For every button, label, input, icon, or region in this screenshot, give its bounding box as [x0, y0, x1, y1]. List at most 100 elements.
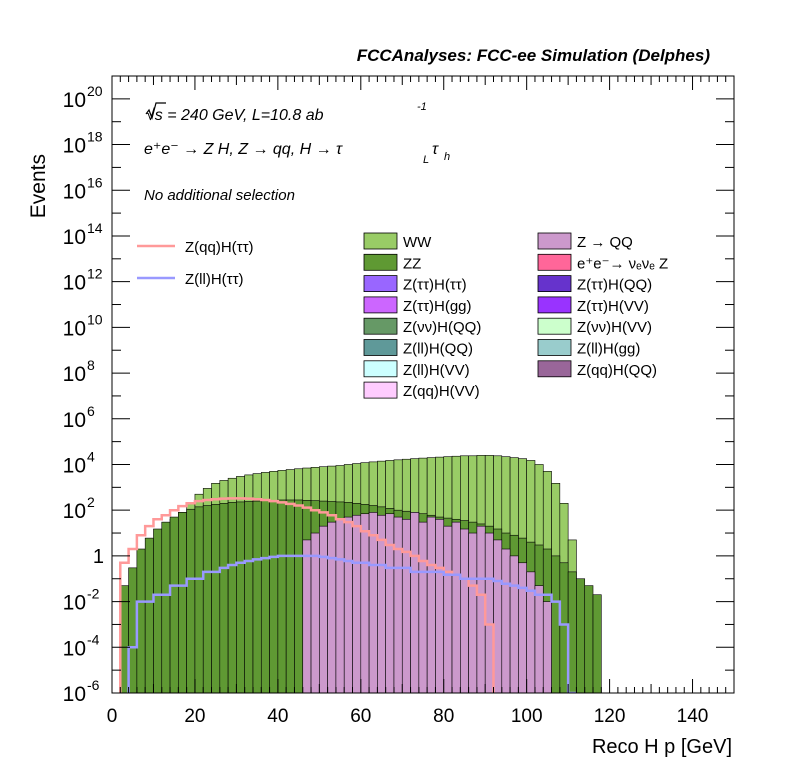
svg-text:e⁺e⁻→ νₑνₑ Z: e⁺e⁻→ νₑνₑ Z [577, 255, 668, 272]
svg-text:10: 10 [63, 180, 86, 203]
bar [360, 513, 370, 693]
svg-text:Z(ll)H(QQ): Z(ll)H(QQ) [403, 341, 473, 358]
legend-entry: Z(νν)H(QQ) [363, 317, 481, 336]
svg-text:10: 10 [63, 592, 86, 615]
svg-text:Z(ll)H(VV): Z(ll)H(VV) [403, 362, 470, 379]
bar [244, 501, 254, 693]
y-tick-label: 10 16 [63, 174, 103, 203]
bar [327, 521, 337, 693]
x-tick-label: 40 [267, 706, 288, 727]
lumi-exponent: -1 [417, 101, 427, 113]
bar [194, 506, 204, 693]
y-tick-label: 1 [93, 546, 104, 568]
svg-text:10: 10 [63, 226, 86, 249]
svg-text:WW: WW [403, 234, 432, 251]
bar [509, 555, 519, 693]
plot-frame [111, 75, 735, 694]
signal-legend: Z(qq)H(ττ) Z(ll)H(ττ) [137, 239, 254, 288]
legend-entry: Z(ττ)H(gg) [363, 296, 472, 315]
legend-entry: Z(ττ)H(QQ) [537, 275, 652, 294]
legend-entry: Z(ll)H(VV) [363, 360, 470, 379]
bar [501, 548, 511, 693]
svg-text:Z(qq)H(ττ): Z(qq)H(ττ) [185, 239, 254, 256]
bar [335, 518, 345, 693]
svg-text:10: 10 [63, 317, 86, 340]
bar [302, 539, 312, 693]
bar [294, 499, 304, 693]
legend-entry: Z(qq)H(QQ) [537, 360, 657, 379]
bar [534, 585, 544, 693]
bar [393, 516, 403, 693]
legend-entry: Z(νν)H(VV) [537, 317, 652, 336]
bar [418, 521, 428, 693]
svg-text:-6: -6 [87, 677, 100, 693]
svg-text:10: 10 [87, 311, 103, 327]
svg-text:2: 2 [87, 494, 95, 510]
svg-text:10: 10 [63, 272, 86, 295]
bar [592, 594, 602, 693]
legend-entry: ZZ [363, 253, 421, 272]
svg-text:Z → QQ: Z → QQ [577, 234, 633, 251]
bar [460, 528, 469, 693]
svg-text:8: 8 [87, 357, 95, 373]
y-tick-label: 10 20 [63, 83, 103, 112]
y-tick-label: 10 14 [63, 220, 103, 249]
svg-text:6: 6 [87, 403, 95, 419]
svg-text:Z(ττ)H(QQ): Z(ττ)H(QQ) [577, 277, 652, 294]
svg-text:1: 1 [93, 546, 104, 568]
x-tick-label: 0 [107, 706, 118, 727]
background-legend: WW ZZ Z(ττ)H(ττ) Z(ττ)H(gg) Z(νν)H(QQ) Z(ll)H… [363, 232, 668, 400]
bar [236, 501, 245, 693]
y-tick-label: 10 8 [63, 357, 95, 386]
svg-text:10: 10 [63, 454, 86, 477]
process-sub-h: h [444, 151, 450, 163]
x-axis: 0 20 40 60 80 100 120 140 [107, 76, 735, 727]
bar [169, 516, 179, 693]
legend-entry: Z(qq)H(VV) [363, 381, 480, 400]
y-tick-label: 10 2 [63, 494, 95, 523]
sqrt-icon [145, 102, 166, 120]
legend-entry: WW [363, 232, 432, 251]
svg-text:Z(νν)H(VV): Z(νν)H(VV) [577, 319, 652, 336]
bar [178, 512, 187, 693]
svg-text:18: 18 [87, 129, 103, 145]
y-tick-label: 10 18 [63, 129, 103, 158]
x-tick-label: 120 [594, 706, 626, 727]
svg-text:10: 10 [63, 89, 86, 112]
bar [410, 512, 420, 693]
svg-text:14: 14 [87, 220, 103, 236]
bar [451, 521, 461, 693]
bar [219, 503, 229, 693]
bar [426, 516, 436, 693]
svg-text:Z(ll)H(ττ): Z(ll)H(ττ) [185, 271, 244, 288]
signal-line-0 [119, 497, 495, 693]
bar [352, 514, 362, 693]
signal-line-1 [127, 554, 577, 693]
bar [435, 518, 445, 693]
bar [443, 525, 453, 693]
bar [584, 585, 594, 693]
svg-text:Z(νν)H(QQ): Z(νν)H(QQ) [403, 319, 481, 336]
legend-entry: Z → QQ [537, 232, 633, 251]
bar [161, 521, 171, 693]
bar [319, 525, 328, 693]
svg-text:-2: -2 [87, 586, 100, 602]
energy-label: √s = 240 GeV, L=10.8 ab [146, 107, 324, 124]
annotations: √s = 240 GeV, L=10.8 ab -1 e⁺e⁻ → Z H, Z… [144, 101, 450, 204]
process-label: e⁺e⁻ → Z H, Z → qq, H → τ [144, 141, 343, 158]
x-tick-label: 20 [184, 706, 205, 727]
svg-text:10: 10 [63, 637, 86, 660]
bar [576, 578, 586, 693]
y-tick-label: 10 6 [63, 403, 95, 432]
svg-text:Z(ll)H(gg): Z(ll)H(gg) [577, 341, 640, 358]
bar [518, 562, 527, 693]
bar [144, 537, 154, 693]
y-tick-label: 10 -6 [63, 677, 100, 706]
x-tick-label: 140 [677, 706, 709, 727]
y-tick-label: 10 -4 [63, 631, 100, 660]
svg-text:10: 10 [63, 683, 86, 706]
x-tick-label: 80 [433, 706, 454, 727]
histogram-layer [119, 455, 602, 693]
legend-entry: Z(ll)H(QQ) [363, 339, 473, 358]
